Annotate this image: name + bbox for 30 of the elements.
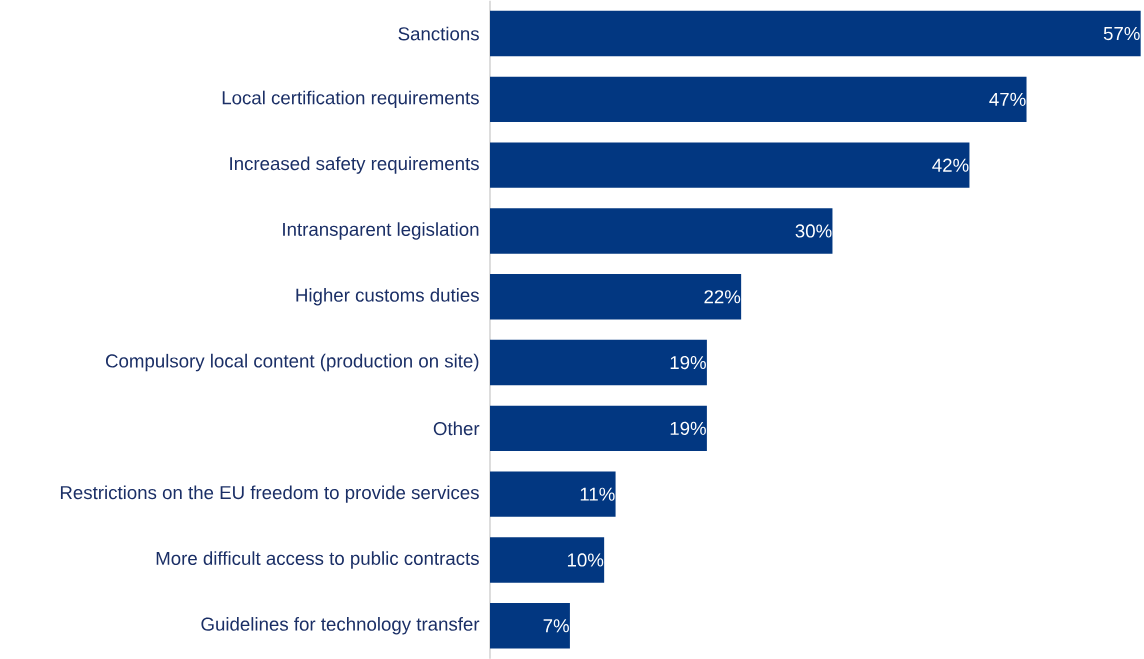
data-label: 7%: [543, 619, 569, 633]
bar: [490, 602, 570, 649]
bar: [490, 471, 616, 517]
data-label: 19%: [670, 355, 706, 370]
bar: [490, 405, 707, 451]
data-label: 19%: [670, 421, 706, 435]
y-tick-label: More difficult access to public contracts: [156, 551, 479, 569]
bar: [490, 339, 707, 386]
y-tick-label: Guidelines for technology transfer: [201, 616, 480, 635]
data-label: 11%: [580, 487, 615, 501]
y-tick-label: Local certification requirements: [222, 90, 479, 108]
bar: [490, 208, 833, 254]
data-label: 42%: [932, 158, 969, 172]
data-label: 47%: [989, 92, 1026, 106]
y-tick-label: Other: [433, 421, 480, 436]
y-tick-label: Compulsory local content (production on site): [105, 353, 479, 372]
y-tick-label: Increased safety requirements: [230, 156, 479, 174]
data-label: 10%: [567, 553, 604, 567]
bar: [490, 10, 1141, 57]
bar: [490, 537, 605, 583]
data-label: 30%: [795, 224, 832, 238]
bar: [490, 273, 742, 320]
data-label: 57%: [1103, 26, 1140, 40]
y-tick-label: Intransparent legislation: [283, 222, 479, 240]
data-label: 22%: [704, 290, 741, 304]
y-tick-label: Restrictions on the EU freedom to provide services: [60, 485, 479, 503]
y-tick-label: Sanctions: [398, 26, 479, 41]
bar: [490, 142, 970, 188]
y-tick-label: Higher customs duties: [296, 287, 479, 306]
bar: [490, 76, 1027, 122]
